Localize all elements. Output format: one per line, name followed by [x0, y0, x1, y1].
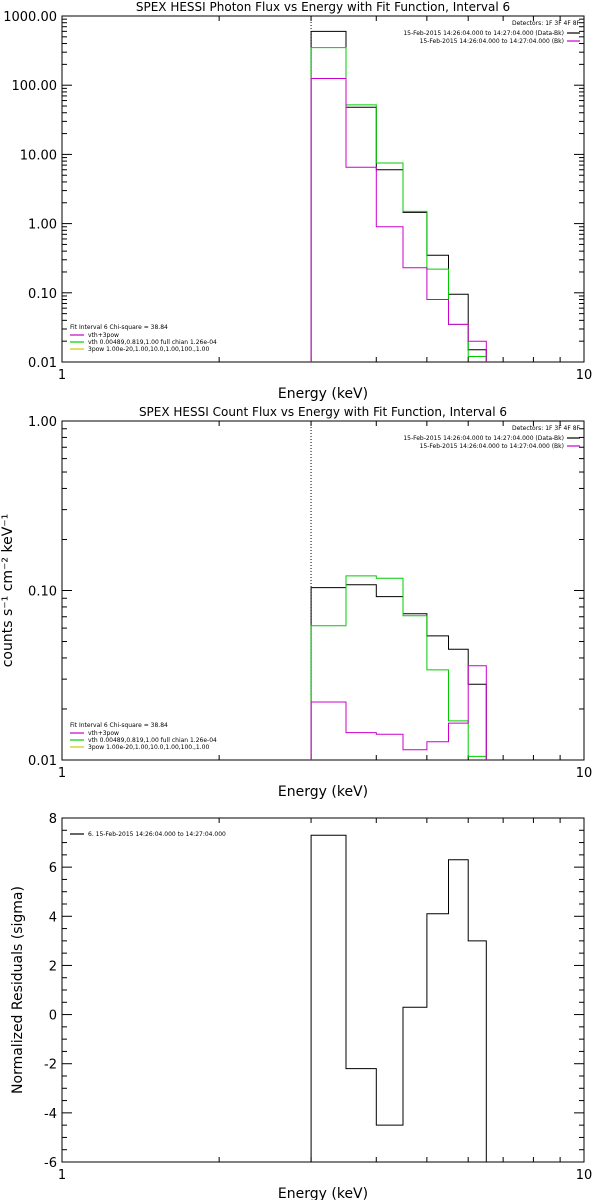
x-tick-label: 10: [576, 766, 593, 781]
y-tick-label: 4: [49, 910, 57, 925]
x-axis-label: Energy (keV): [278, 1186, 368, 1200]
x-tick-label: 1: [58, 1168, 66, 1183]
y-tick-label: 1000.00: [3, 10, 57, 25]
series-line-3: [310, 665, 487, 760]
y-tick-label: 1.00: [28, 218, 57, 233]
x-axis-label: Energy (keV): [278, 784, 368, 800]
plot-frame: [61, 420, 585, 761]
series-line-3: [310, 78, 487, 362]
x-tick-label: 1: [58, 368, 66, 383]
y-axis-label: counts s⁻¹ cm⁻² keV⁻¹: [0, 514, 16, 668]
series-line-1: [310, 30, 487, 362]
chart-title: SPEX HESSI Photon Flux vs Energy with Fi…: [136, 0, 510, 14]
legend-entry-label: 15-Feb-2015 14:26:04.000 to 14:27:04.000…: [403, 435, 564, 442]
legend-title: Fit Interval 6 Chi-square = 38.84: [70, 722, 168, 729]
legend-entry-label: 15-Feb-2015 14:26:04.000 to 14:27:04.000…: [403, 30, 564, 37]
y-tick-label: 0.01: [28, 754, 57, 769]
y-tick-label: 8: [49, 812, 57, 827]
panel-2: SPEX HESSI Count Flux vs Energy with Fit…: [0, 405, 592, 800]
legend-entry-label: 3pow 1.00e-20,1.00,10.0,1.00,100.,1.00: [88, 744, 209, 751]
series-line-1: [310, 834, 487, 1162]
y-tick-label: -6: [44, 1156, 57, 1171]
legend-title: Detectors: 1F 3F 4F 8F: [512, 425, 581, 432]
chart-title: SPEX HESSI Count Flux vs Energy with Fit…: [139, 405, 507, 419]
legend-entry-label: 3pow 1.00e-20,1.00,10.0,1.00,100.,1.00: [88, 346, 209, 353]
x-tick-label: 10: [576, 1168, 593, 1183]
y-tick-label: 100.00: [12, 79, 58, 94]
y-tick-label: 0.01: [28, 356, 57, 371]
y-axis-label: Normalized Residuals (sigma): [10, 886, 26, 1094]
legend-entry-label: 15-Feb-2015 14:26:04.000 to 14:27:04.000…: [420, 38, 564, 45]
y-tick-label: 10.00: [20, 148, 57, 163]
y-tick-label: -2: [44, 1058, 57, 1073]
panel-1: SPEX HESSI Photon Flux vs Energy with Fi…: [3, 0, 592, 402]
legend-entry-label: 6. 15-Feb-2015 14:26:04.000 to 14:27:04.…: [88, 831, 226, 838]
y-tick-label: 0.10: [28, 585, 57, 600]
legend-entry-label: vth+3pow: [88, 332, 119, 339]
y-tick-label: 1.00: [28, 415, 57, 430]
series-line-2: [310, 575, 487, 760]
x-axis-label: Energy (keV): [278, 386, 368, 402]
x-tick-label: 1: [58, 766, 66, 781]
plot-frame: [61, 817, 585, 1163]
y-tick-label: 6: [49, 861, 57, 876]
legend-entry-label: vth+3pow: [88, 730, 119, 737]
series-line-2: [310, 47, 487, 362]
y-tick-label: 2: [49, 959, 57, 974]
x-tick-label: 10: [576, 368, 593, 383]
legend-title: Fit Interval 6 Chi-square = 38.84: [70, 324, 168, 331]
y-tick-label: -4: [44, 1107, 57, 1122]
legend-entry-label: 15-Feb-2015 14:26:04.000 to 14:27:04.000…: [420, 443, 564, 450]
legend-title: Detectors: 1F 3F 4F 8F: [512, 20, 581, 27]
y-tick-label: 0.10: [28, 287, 57, 302]
y-tick-label: 0: [49, 1009, 57, 1024]
legend-entry-label: vth 0.00489,0.819,1.00 full chian 1.26e-…: [88, 737, 217, 744]
plot-frame: [61, 15, 585, 363]
panel-3: 1 10 8 6 4 2 0 -2 -4 -6 Energy (keV) Normalized Res…: [10, 812, 592, 1200]
legend-entry-label: vth 0.00489,0.819,1.00 full chian 1.26e-…: [88, 339, 217, 346]
